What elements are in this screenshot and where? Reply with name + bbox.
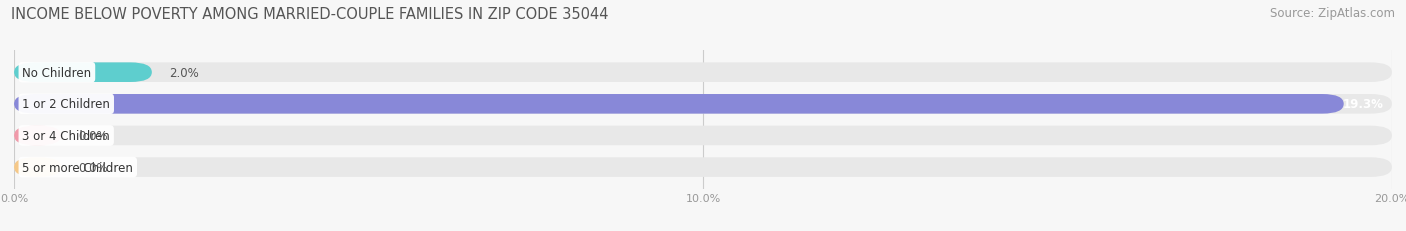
Text: 2.0%: 2.0% [169,66,198,79]
FancyBboxPatch shape [14,126,60,146]
Text: INCOME BELOW POVERTY AMONG MARRIED-COUPLE FAMILIES IN ZIP CODE 35044: INCOME BELOW POVERTY AMONG MARRIED-COUPL… [11,7,609,22]
FancyBboxPatch shape [14,158,1392,177]
Text: 0.0%: 0.0% [79,161,108,174]
Text: 3 or 4 Children: 3 or 4 Children [22,129,110,142]
FancyBboxPatch shape [14,158,60,177]
FancyBboxPatch shape [14,126,1392,146]
Text: 1 or 2 Children: 1 or 2 Children [22,98,110,111]
FancyBboxPatch shape [14,95,1392,114]
FancyBboxPatch shape [14,63,152,83]
FancyBboxPatch shape [14,63,1392,83]
Text: 19.3%: 19.3% [1343,98,1384,111]
FancyBboxPatch shape [14,95,1344,114]
Text: Source: ZipAtlas.com: Source: ZipAtlas.com [1270,7,1395,20]
Text: 5 or more Children: 5 or more Children [22,161,134,174]
Text: 0.0%: 0.0% [79,129,108,142]
Text: No Children: No Children [22,66,91,79]
